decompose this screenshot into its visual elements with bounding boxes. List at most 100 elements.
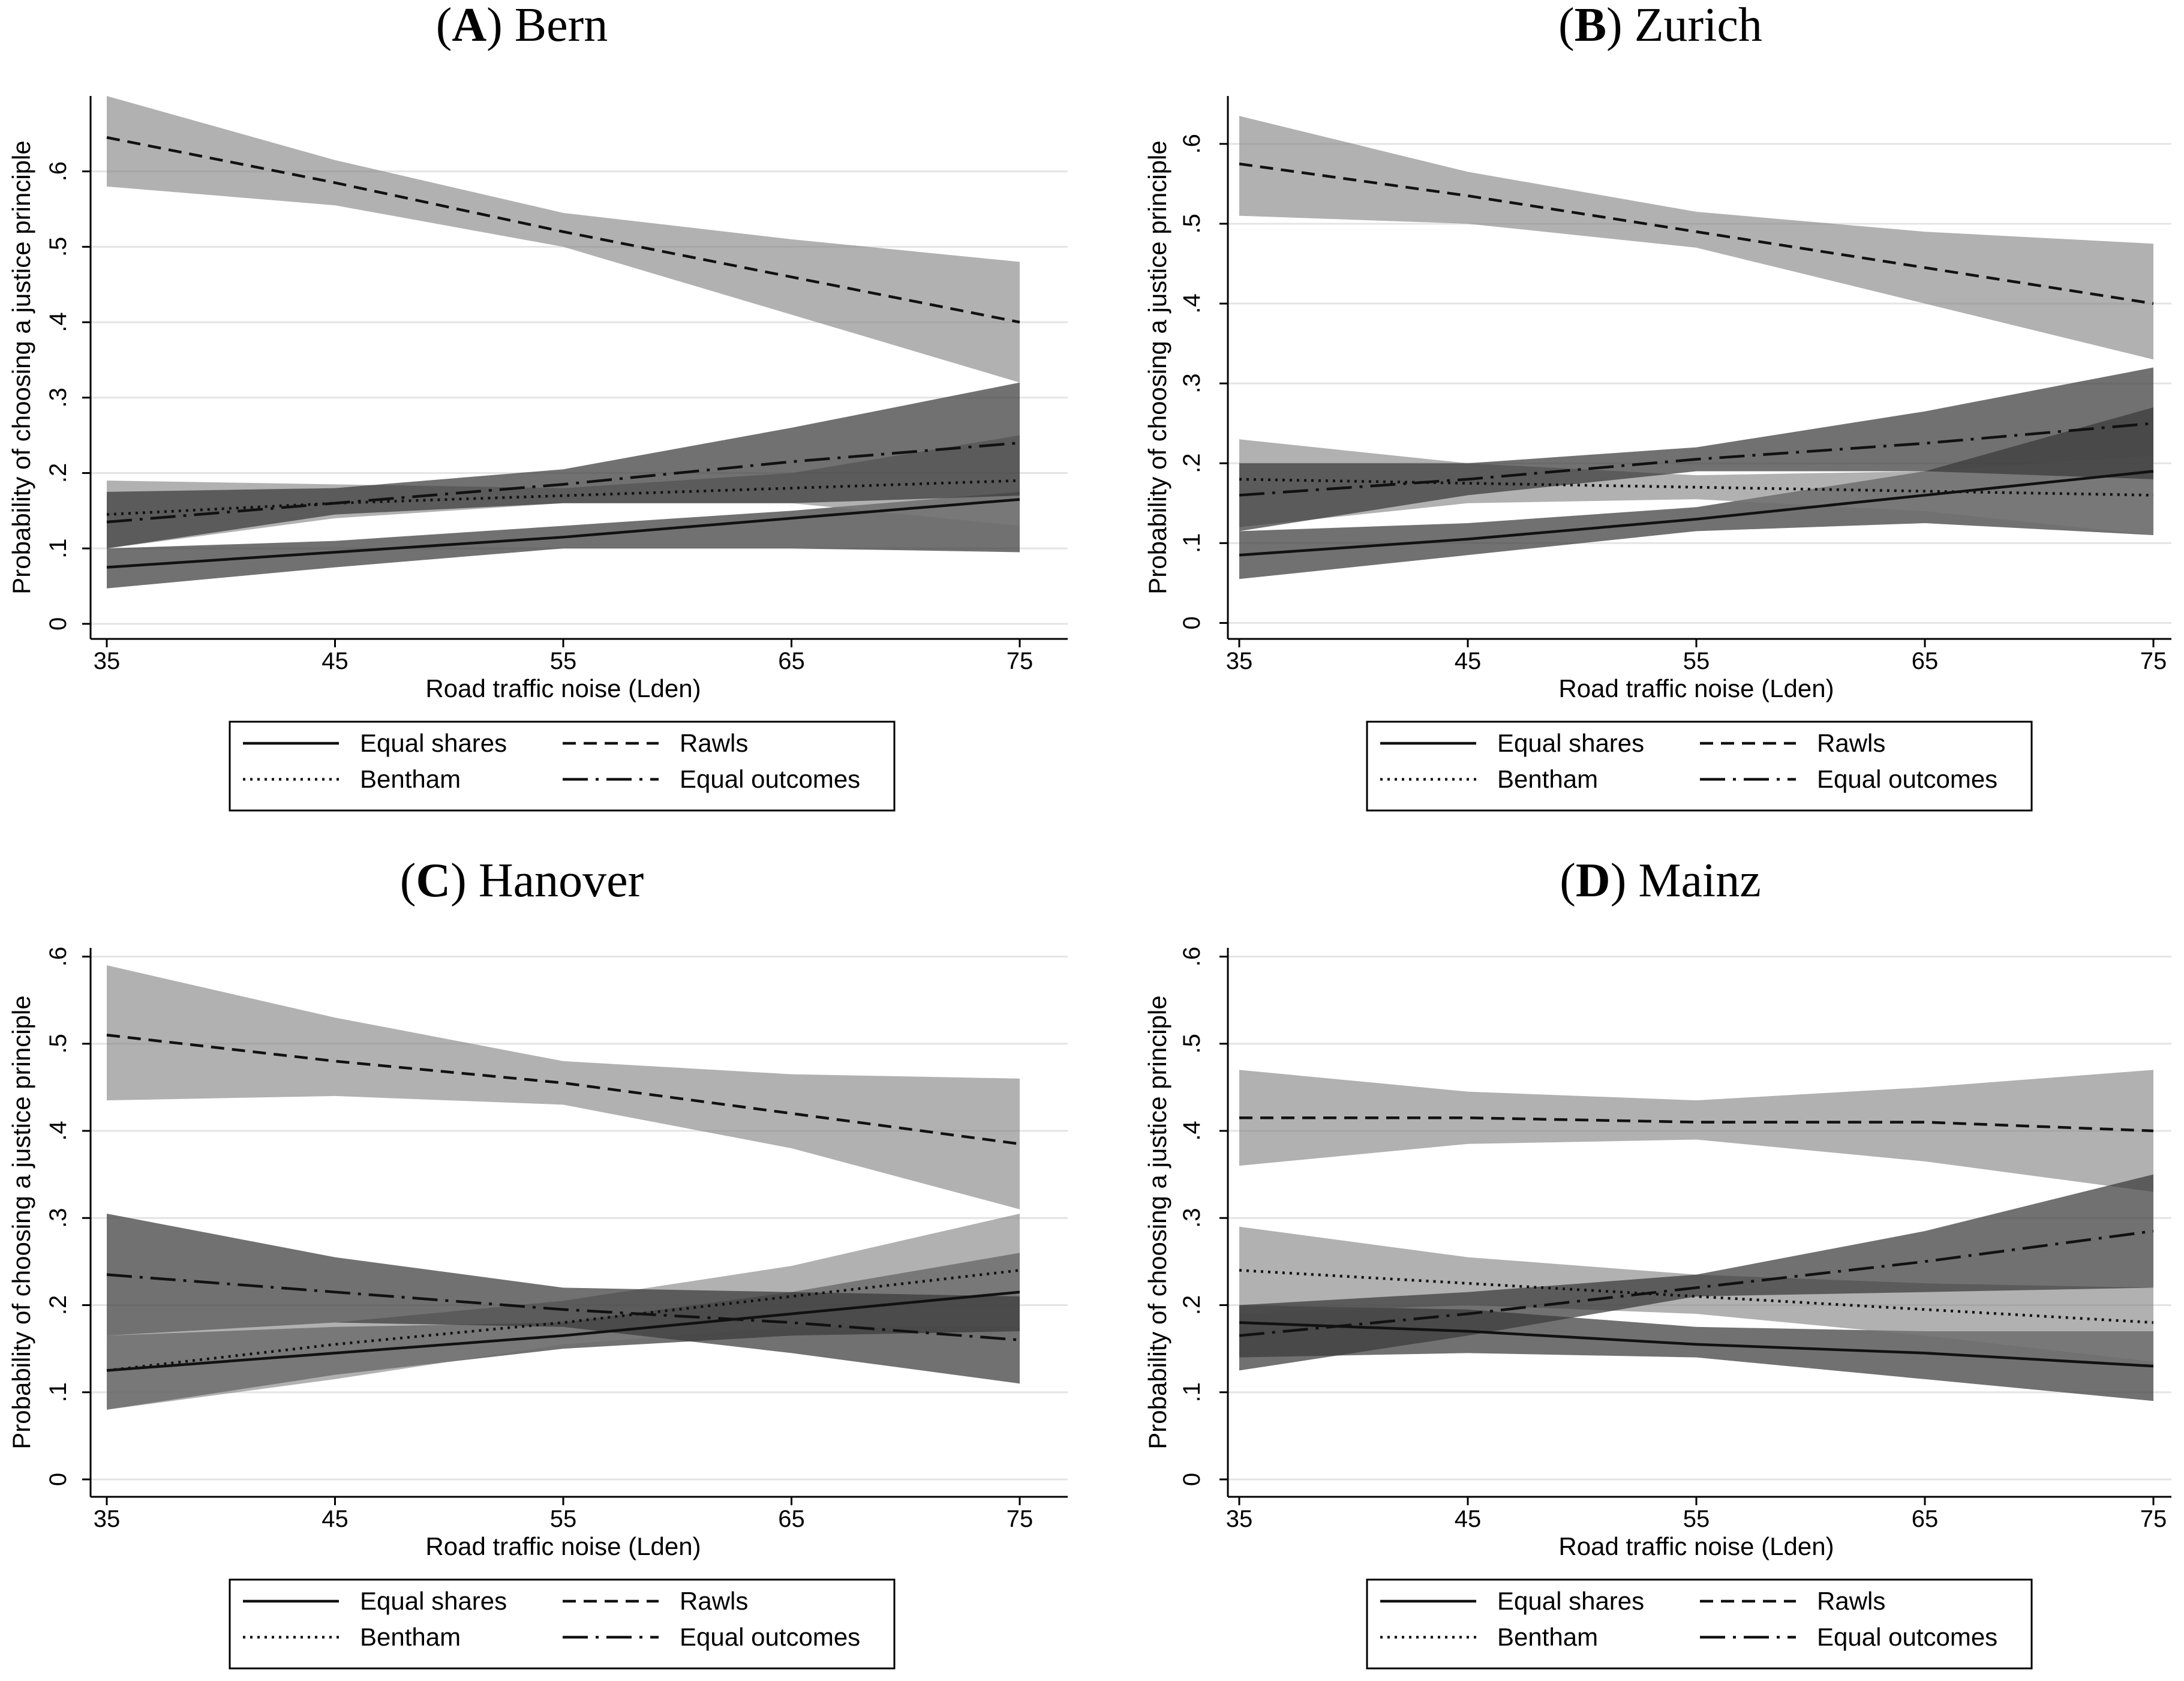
title-paren-close: ) <box>1611 854 1639 907</box>
legend-label: Equal outcomes <box>680 765 860 793</box>
ci-band-rawls <box>107 965 1020 1209</box>
y-tick-label: 0 <box>1179 1473 1205 1486</box>
x-tick-label: 55 <box>550 1506 577 1532</box>
x-tick-label: 55 <box>550 648 577 674</box>
x-tick-label: 75 <box>1007 648 1034 674</box>
ci-band-equal-outcomes <box>107 1213 1020 1384</box>
x-tick-label: 65 <box>778 648 805 674</box>
x-tick-label: 75 <box>2140 648 2167 674</box>
title-paren-close: ) <box>486 0 515 52</box>
panel-b: (B) Zurich 0 .1 .2 .3 .4 .5 .6 35 45 55 65 75 Road tr… <box>1143 0 2171 812</box>
x-tick-label: 75 <box>2140 1506 2167 1532</box>
legend-label: Equal outcomes <box>1817 765 1997 793</box>
series-line-equal-outcomes <box>106 441 1020 524</box>
legend-box <box>1366 721 2033 812</box>
ci-band-equal-shares <box>107 491 1020 589</box>
y-tick-label: .3 <box>1179 1208 1205 1228</box>
title-paren-open: ( <box>1560 854 1576 907</box>
ci-band-equal-outcomes <box>1239 367 2153 532</box>
panel-letter: B <box>1575 0 1606 52</box>
y-tick-label: .4 <box>1179 1121 1205 1140</box>
y-tick-label: .5 <box>45 1034 71 1053</box>
y-tick-label: .2 <box>1179 454 1205 473</box>
x-tick-label: 65 <box>1912 648 1939 674</box>
y-tick-label: .4 <box>45 312 71 332</box>
legend: Equal shares Rawls Bentham Equal outcomes <box>1366 1578 2033 1670</box>
y-tick-label: .6 <box>1179 947 1205 966</box>
series-line-bentham <box>1239 1269 2154 1324</box>
y-tick-label: .3 <box>45 1208 71 1228</box>
series-line-equal-shares <box>106 1290 1020 1372</box>
legend-label: Equal outcomes <box>1817 1623 1997 1651</box>
series-line-bentham <box>1239 478 2154 497</box>
y-tick-label: .4 <box>45 1121 71 1140</box>
legend-label: Bentham <box>360 1623 461 1651</box>
x-tick-label: 45 <box>322 648 349 674</box>
legend-label: Rawls <box>680 729 748 757</box>
series-line-rawls <box>106 136 1020 324</box>
panel-letter: C <box>416 854 450 907</box>
legend: Equal shares Rawls Bentham Equal outcomes <box>1366 721 2033 812</box>
legend-label: Equal shares <box>1497 1587 1644 1615</box>
x-tick-label: 35 <box>1226 648 1253 674</box>
y-tick-label: 0 <box>45 1473 71 1486</box>
legend-label: Bentham <box>1497 765 1598 793</box>
series-line-bentham <box>106 1269 1020 1372</box>
legend-box <box>229 721 896 812</box>
x-tick-label: 55 <box>1683 1506 1710 1532</box>
y-tick-label: .5 <box>1179 1034 1205 1053</box>
legend-label: Equal outcomes <box>680 1623 860 1651</box>
panel-city: Bern <box>515 0 608 52</box>
series-line-equal-shares <box>1239 1321 2154 1368</box>
y-tick-label: .2 <box>45 463 71 483</box>
confidence-bands <box>1239 116 2153 580</box>
legend-label: Equal shares <box>360 1587 507 1615</box>
legend-box <box>229 1578 896 1670</box>
x-tick-label: 35 <box>94 1506 121 1532</box>
x-axis-title: Road traffic noise (Lden) <box>1558 1532 1834 1560</box>
y-tick-label: .6 <box>45 161 71 181</box>
legend-label: Bentham <box>360 765 461 793</box>
series-line-equal-shares <box>106 498 1020 569</box>
legend-label: Bentham <box>1497 1623 1598 1651</box>
y-axis-title: Probability of choosing a justice princi… <box>7 140 35 594</box>
title-paren-open: ( <box>400 854 416 907</box>
x-tick-label: 65 <box>1912 1506 1939 1532</box>
legend: Equal shares Rawls Bentham Equal outcomes <box>229 721 896 812</box>
panel-c: (C) Hanover 0 .1 .2 .3 .4 .5 .6 35 45 55 65 75 Road t… <box>7 854 1068 1670</box>
legend-label: Rawls <box>1817 729 1885 757</box>
confidence-bands <box>107 96 1020 589</box>
x-tick-label: 75 <box>1007 1506 1034 1532</box>
x-axis-title: Road traffic noise (Lden) <box>1558 674 1834 703</box>
legend-label: Rawls <box>1817 1587 1885 1615</box>
x-tick-label: 35 <box>1226 1506 1253 1532</box>
y-axis-title: Probability of choosing a justice princi… <box>1143 995 1171 1449</box>
y-tick-label: .2 <box>1179 1295 1205 1315</box>
y-tick-label: .6 <box>45 947 71 966</box>
series-line-rawls <box>1239 1116 2154 1133</box>
y-tick-label: .6 <box>1179 134 1205 154</box>
y-axis-title: Probability of choosing a justice princi… <box>1143 140 1171 594</box>
x-tick-label: 65 <box>778 1506 805 1532</box>
panel-letter: D <box>1576 854 1611 907</box>
series-line-bentham <box>106 479 1020 516</box>
ci-band-rawls <box>1239 1070 2153 1192</box>
panel-d: (D) Mainz 0 .1 .2 .3 .4 .5 .6 35 45 55 65 75 Road tra… <box>1143 854 2171 1670</box>
legend-label: Rawls <box>680 1587 748 1615</box>
legend-box <box>1366 1578 2033 1670</box>
panel-city: Hanover <box>479 854 644 907</box>
series-line-equal-shares <box>1239 470 2154 557</box>
y-tick-label: .1 <box>1179 533 1205 553</box>
y-tick-label: .4 <box>1179 293 1205 313</box>
panel-letter: A <box>452 0 486 52</box>
x-tick-label: 45 <box>1455 1506 1482 1532</box>
panel-a: (A) Bern 0 .1 .2 .3 .4 .5 .6 35 45 55 65 75 Road traf… <box>7 0 1068 812</box>
y-tick-label: .1 <box>1179 1382 1205 1402</box>
panel-title: (A) Bern <box>436 0 608 52</box>
legend-label: Equal shares <box>1497 729 1644 757</box>
series-line-equal-outcomes <box>1239 422 2154 497</box>
series-line-rawls <box>1239 162 2154 305</box>
y-tick-label: .1 <box>45 1382 71 1402</box>
panel-city: Zurich <box>1635 0 1762 52</box>
x-axis-title: Road traffic noise (Lden) <box>425 1532 701 1560</box>
